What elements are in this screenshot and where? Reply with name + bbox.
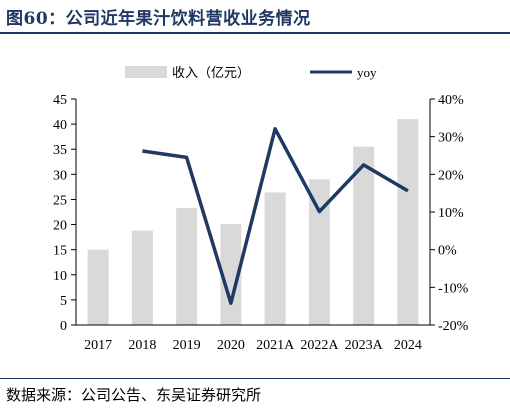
x-tick-label: 2020 xyxy=(217,338,245,353)
legend-line-label: yoy xyxy=(357,65,377,80)
right-tick-label: 10% xyxy=(438,206,464,221)
bar-2017 xyxy=(87,249,109,325)
chart: 收入（亿元） yoy 0 5 10 15 20 25 30 35 40 45 -20% -10% 0%… xyxy=(53,65,469,353)
x-tick-label: 2019 xyxy=(173,338,201,353)
left-tick-label: 5 xyxy=(60,294,67,309)
x-tick-label: 2021A xyxy=(256,338,295,353)
right-tick-label: 0% xyxy=(438,244,457,259)
left-tick-label: 25 xyxy=(53,193,67,208)
bar-2018 xyxy=(131,230,153,325)
left-tick-label: 20 xyxy=(53,219,67,234)
yoy-line xyxy=(142,127,409,305)
x-tick-label: 2017 xyxy=(84,338,112,353)
left-tick-label: 15 xyxy=(53,244,67,259)
x-axis-ticks: 2017 2018 2019 2020 2021A 2022A 2023A 2024 xyxy=(84,338,422,353)
x-tick-label: 2023A xyxy=(345,338,384,353)
left-tick-label: 30 xyxy=(53,168,67,183)
left-tick-label: 0 xyxy=(60,319,67,334)
right-tick-label: 40% xyxy=(438,93,464,108)
bar-2023A xyxy=(353,146,375,325)
title-rule xyxy=(0,32,510,34)
left-axis-ticks: 0 5 10 15 20 25 30 35 40 45 xyxy=(53,93,76,334)
legend: 收入（亿元） yoy xyxy=(125,65,377,80)
bar-series xyxy=(87,119,419,325)
legend-bar-label: 收入（亿元） xyxy=(172,65,250,80)
figure-title: 图60：公司近年果汁饮料营收业务情况 xyxy=(6,9,311,29)
legend-bar-swatch xyxy=(125,66,167,78)
source-note: 数据来源：公司公告、东吴证券研究所 xyxy=(6,386,262,404)
source-rule xyxy=(0,378,510,379)
left-tick-label: 10 xyxy=(53,269,67,284)
right-tick-label: 30% xyxy=(438,131,464,146)
left-tick-label: 40 xyxy=(53,118,67,133)
x-tick-label: 2022A xyxy=(300,338,339,353)
bar-2024 xyxy=(397,119,419,325)
left-tick-label: 35 xyxy=(53,143,67,158)
bar-2020 xyxy=(220,224,242,325)
right-tick-label: -10% xyxy=(438,281,469,296)
right-tick-label: -20% xyxy=(438,319,469,334)
bar-2019 xyxy=(176,207,198,325)
right-tick-label: 20% xyxy=(438,168,464,183)
right-axis-ticks: -20% -10% 0% 10% 20% 30% 40% xyxy=(430,93,469,334)
bar-2021A xyxy=(264,192,286,325)
x-tick-label: 2024 xyxy=(394,338,422,353)
bar-2022A xyxy=(308,179,330,325)
x-tick-label: 2018 xyxy=(128,338,156,353)
left-tick-label: 45 xyxy=(53,93,67,108)
